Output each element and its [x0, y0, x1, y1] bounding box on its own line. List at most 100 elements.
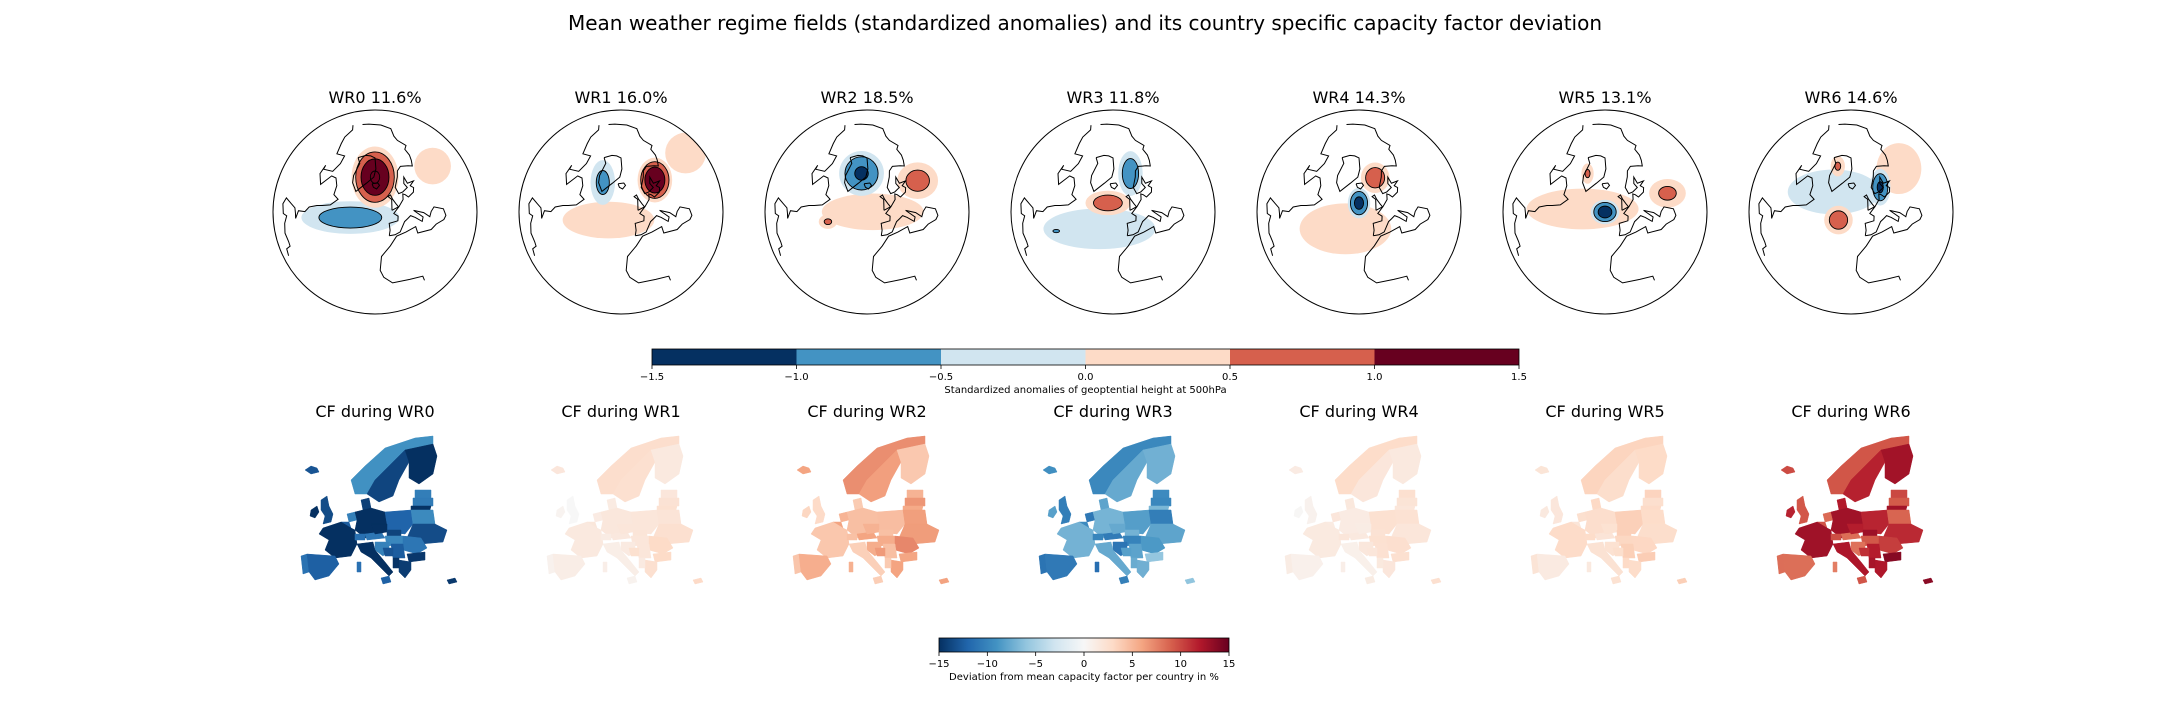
cf-panel-title: CF during WR2 [807, 402, 926, 421]
country-latvia [1888, 497, 1910, 507]
country-spain [1290, 553, 1324, 581]
country-iceland [304, 465, 320, 475]
anomaly-colorbar-segment [1085, 349, 1230, 365]
negative-anomaly-contour [1052, 228, 1061, 234]
coastline [1512, 125, 1584, 256]
country-switzerland [1092, 533, 1104, 541]
anomaly-colorbar-segment [1374, 349, 1519, 365]
regime-panel-wr0: WR0 11.6% [272, 88, 478, 315]
country-uk [1796, 495, 1810, 525]
regime-panel-title: WR5 13.1% [1558, 88, 1651, 107]
anomaly-field [301, 146, 451, 234]
country-belarus [1148, 509, 1174, 525]
country-slovakia [1124, 529, 1140, 537]
regime-panel-wr6: WR6 14.6% [1748, 88, 1954, 315]
country-cyprus [446, 577, 458, 585]
country-sicily [1118, 575, 1130, 585]
anomaly-colorbar-label: Standardized anomalies of geoptential he… [944, 385, 1226, 396]
country-ireland [1785, 505, 1796, 519]
regime-panel-wr3: WR3 11.8% [1010, 88, 1216, 315]
cf-colorbar-tick-label: −5 [1028, 659, 1043, 670]
negative-anomaly-contour [1353, 196, 1365, 210]
anomaly-colorbar-segment [941, 349, 1086, 365]
coastline [1125, 194, 1138, 211]
cf-panel-wr2: CF during WR2 [792, 402, 950, 585]
country-latvia [1396, 497, 1418, 507]
country-latvia [412, 497, 434, 507]
cf-colorbar-tick-label: −15 [928, 659, 949, 670]
positive-anomaly-contour [821, 193, 924, 231]
country-uk [812, 495, 826, 525]
country-cyprus [1922, 577, 1934, 585]
country-italy [1832, 541, 1870, 577]
country-cyprus [1430, 577, 1442, 585]
coastline [1592, 123, 1645, 236]
cf-panel-title: CF during WR4 [1299, 402, 1418, 421]
coastline [1371, 194, 1384, 211]
capacity-factor-maps: CF during WR0 CF during WR1 CF during WR2 C… [300, 402, 1934, 585]
country-bulgaria [898, 551, 918, 563]
country-bulgaria [1636, 551, 1656, 563]
country-latvia [658, 497, 680, 507]
positive-anomaly-contour [665, 132, 706, 174]
country-iceland [1780, 465, 1796, 475]
country-estonia [1398, 489, 1416, 499]
coastline [617, 182, 627, 190]
coastline [598, 154, 623, 193]
coastline [1020, 125, 1092, 256]
country-italy [1094, 541, 1132, 577]
coastline [871, 206, 939, 284]
country-greece [1628, 559, 1642, 579]
globe-outline [1748, 109, 1954, 315]
country-italy [356, 541, 394, 577]
country-switzerland [1338, 533, 1350, 541]
coastline [528, 125, 600, 256]
country-sardinia [602, 561, 608, 573]
coastline [352, 154, 377, 193]
coastline [1617, 194, 1630, 211]
coastline [362, 123, 415, 236]
anomaly-field [1043, 151, 1156, 250]
coastlines [528, 123, 693, 284]
country-albania [1130, 557, 1138, 569]
country-bosnia [382, 547, 394, 557]
country-uk [320, 495, 334, 525]
country-bulgaria [1390, 551, 1410, 563]
country-sicily [626, 575, 638, 585]
country-sardinia [1832, 561, 1838, 573]
anomaly-colorbar-segment [1230, 349, 1375, 365]
coastline [1855, 206, 1923, 284]
cf-panel-title: CF during WR6 [1791, 402, 1910, 421]
coastlines [1758, 123, 1923, 284]
regime-panel-title: WR0 11.6% [328, 88, 421, 107]
country-bulgaria [406, 551, 426, 563]
anomaly-colorbar-tick-label: 1.5 [1511, 372, 1527, 383]
weather-regime-maps: WR0 11.6% WR1 16.0% WR2 18.5% WR3 11.8% WR4 … [272, 88, 1954, 315]
coastline [1109, 182, 1119, 190]
positive-anomaly-contour [562, 201, 655, 239]
coastline [625, 206, 693, 284]
cf-panel-wr4: CF during WR4 [1284, 402, 1442, 585]
country-estonia [1152, 489, 1170, 499]
coastline [1266, 125, 1338, 256]
country-belarus [1640, 509, 1666, 525]
country-sicily [380, 575, 392, 585]
country-france [810, 521, 850, 559]
country-estonia [414, 489, 432, 499]
country-greece [1874, 559, 1888, 579]
cf-panel-title: CF during WR0 [315, 402, 434, 421]
anomaly-colorbar-tick-label: 0.5 [1222, 372, 1238, 383]
country-cyprus [1184, 577, 1196, 585]
country-sicily [872, 575, 884, 585]
coastline [1582, 154, 1607, 193]
coastline [1609, 206, 1677, 284]
country-latvia [1150, 497, 1172, 507]
cf-colorbar-gradient [938, 637, 1230, 653]
coastline [1601, 182, 1611, 190]
anomaly-colorbar-tick-label: −1.5 [640, 372, 664, 383]
country-slovakia [1370, 529, 1386, 537]
country-uk [566, 495, 580, 525]
country-greece [398, 559, 412, 579]
regime-panel-title: WR3 11.8% [1066, 88, 1159, 107]
cf-panel-wr0: CF during WR0 [300, 402, 458, 585]
